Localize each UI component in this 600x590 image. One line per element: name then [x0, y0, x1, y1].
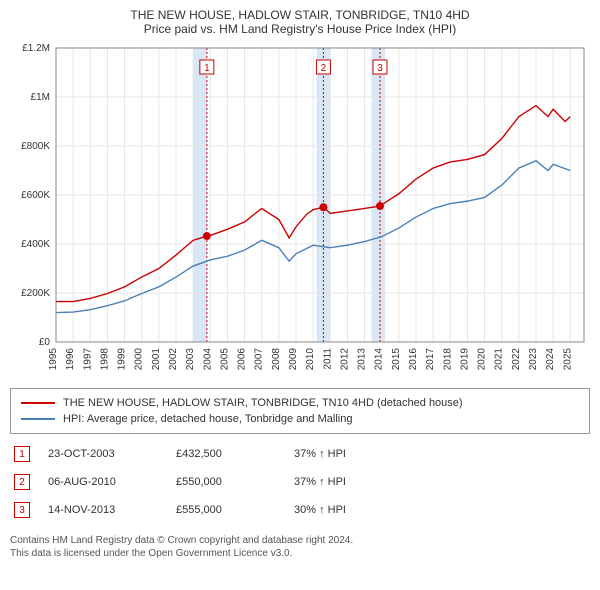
svg-text:2015: 2015 [391, 348, 402, 371]
chart-container: THE NEW HOUSE, HADLOW STAIR, TONBRIDGE, … [0, 0, 600, 564]
marker-badge: 2 [14, 474, 30, 490]
svg-text:1995: 1995 [48, 348, 59, 371]
chart-subtitle: Price paid vs. HM Land Registry's House … [10, 22, 590, 36]
svg-text:3: 3 [377, 63, 383, 74]
marker-price: £432,500 [176, 448, 276, 460]
svg-text:2001: 2001 [151, 348, 162, 371]
marker-date: 06-AUG-2010 [48, 476, 158, 488]
svg-text:2010: 2010 [305, 348, 316, 371]
chart-area: £0 £200K £400K £600K £800K £1M £1.2M 1995 1996 19… [10, 42, 590, 382]
footer-line: This data is licensed under the Open Gov… [10, 547, 590, 560]
svg-text:£0: £0 [39, 337, 51, 348]
svg-text:£200K: £200K [21, 288, 50, 299]
legend: THE NEW HOUSE, HADLOW STAIR, TONBRIDGE, … [10, 388, 590, 434]
svg-text:1996: 1996 [65, 348, 76, 371]
marker-pct: 30% ↑ HPI [294, 504, 394, 516]
legend-swatch [21, 418, 55, 420]
chart-title: THE NEW HOUSE, HADLOW STAIR, TONBRIDGE, … [10, 8, 590, 22]
svg-text:2014: 2014 [374, 348, 385, 371]
footer-line: Contains HM Land Registry data © Crown c… [10, 534, 590, 547]
svg-text:2007: 2007 [254, 348, 265, 371]
svg-text:2002: 2002 [168, 348, 179, 371]
svg-text:£600K: £600K [21, 190, 50, 201]
marker-pct: 37% ↑ HPI [294, 476, 394, 488]
svg-text:2013: 2013 [357, 348, 368, 371]
marker-date: 23-OCT-2003 [48, 448, 158, 460]
svg-text:2006: 2006 [237, 348, 248, 371]
title-block: THE NEW HOUSE, HADLOW STAIR, TONBRIDGE, … [10, 8, 590, 36]
svg-text:2019: 2019 [459, 348, 470, 371]
marker-price: £550,000 [176, 476, 276, 488]
svg-text:2009: 2009 [288, 348, 299, 371]
svg-text:2025: 2025 [562, 348, 573, 371]
svg-text:£400K: £400K [21, 239, 50, 250]
svg-text:2011: 2011 [322, 348, 333, 370]
svg-text:2020: 2020 [477, 348, 488, 371]
svg-text:2017: 2017 [425, 348, 436, 371]
footer: Contains HM Land Registry data © Crown c… [10, 534, 590, 560]
svg-text:2003: 2003 [185, 348, 196, 371]
svg-text:2021: 2021 [494, 348, 505, 371]
line-chart: £0 £200K £400K £600K £800K £1M £1.2M 1995 1996 19… [10, 42, 590, 382]
marker-price: £555,000 [176, 504, 276, 516]
legend-item: THE NEW HOUSE, HADLOW STAIR, TONBRIDGE, … [21, 395, 579, 411]
legend-swatch [21, 402, 55, 404]
svg-text:1: 1 [204, 63, 210, 74]
svg-text:2012: 2012 [339, 348, 350, 371]
marker-date: 14-NOV-2013 [48, 504, 158, 516]
legend-label: THE NEW HOUSE, HADLOW STAIR, TONBRIDGE, … [63, 397, 463, 409]
marker-badge: 1 [14, 446, 30, 462]
svg-text:2004: 2004 [202, 348, 213, 371]
marker-row: 3 14-NOV-2013 £555,000 30% ↑ HPI [10, 498, 590, 526]
legend-item: HPI: Average price, detached house, Tonb… [21, 411, 579, 427]
svg-text:1998: 1998 [99, 348, 110, 371]
svg-text:2018: 2018 [442, 348, 453, 371]
legend-label: HPI: Average price, detached house, Tonb… [63, 413, 352, 425]
svg-text:2023: 2023 [528, 348, 539, 371]
svg-text:2022: 2022 [511, 348, 522, 371]
svg-text:£1M: £1M [31, 92, 50, 103]
svg-text:1999: 1999 [117, 348, 128, 371]
marker-badge: 3 [14, 502, 30, 518]
svg-text:2024: 2024 [545, 348, 556, 371]
svg-text:2000: 2000 [134, 348, 145, 371]
svg-text:2005: 2005 [219, 348, 230, 371]
svg-text:£1.2M: £1.2M [22, 43, 50, 54]
svg-text:2008: 2008 [271, 348, 282, 371]
marker-row: 2 06-AUG-2010 £550,000 37% ↑ HPI [10, 470, 590, 498]
marker-pct: 37% ↑ HPI [294, 448, 394, 460]
svg-text:2: 2 [321, 63, 327, 74]
marker-row: 1 23-OCT-2003 £432,500 37% ↑ HPI [10, 442, 590, 470]
svg-text:1997: 1997 [82, 348, 93, 371]
svg-text:2016: 2016 [408, 348, 419, 371]
svg-text:£800K: £800K [21, 141, 50, 152]
marker-table: 1 23-OCT-2003 £432,500 37% ↑ HPI 2 06-AU… [10, 442, 590, 526]
